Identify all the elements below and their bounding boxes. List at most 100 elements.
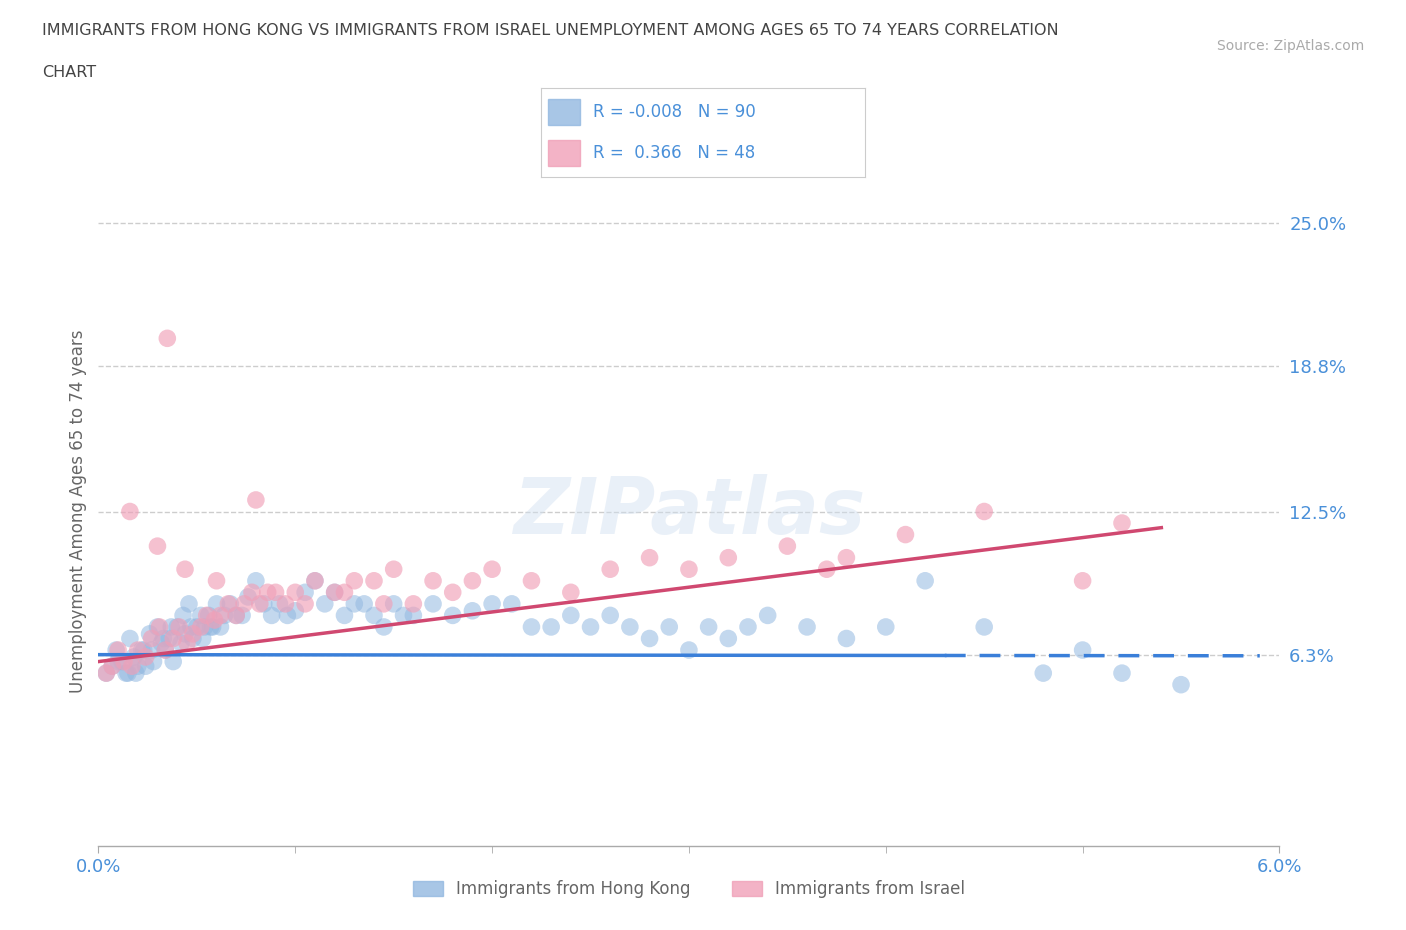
Point xyxy=(304,573,326,588)
Point xyxy=(304,573,326,588)
Point xyxy=(756,608,779,623)
Point xyxy=(174,627,197,642)
Point xyxy=(146,619,169,634)
Point xyxy=(200,619,222,634)
Point xyxy=(225,608,247,623)
Point xyxy=(152,631,174,646)
Point xyxy=(269,596,291,611)
Point xyxy=(373,596,395,611)
Point xyxy=(314,596,336,611)
Point xyxy=(190,608,212,623)
Point xyxy=(197,608,219,623)
Point xyxy=(122,649,145,664)
Point xyxy=(1071,573,1094,588)
Point xyxy=(253,596,276,611)
Point xyxy=(214,608,236,623)
Point xyxy=(382,562,405,577)
Y-axis label: Unemployment Among Ages 65 to 74 years: Unemployment Among Ages 65 to 74 years xyxy=(69,330,87,693)
Point xyxy=(481,562,503,577)
Point xyxy=(155,643,177,658)
Point xyxy=(101,658,124,673)
Point xyxy=(284,585,307,600)
Point xyxy=(579,619,602,634)
Point xyxy=(333,608,356,623)
Point xyxy=(217,596,239,611)
Point xyxy=(209,608,232,623)
Point xyxy=(323,585,346,600)
Point xyxy=(249,596,271,611)
FancyBboxPatch shape xyxy=(548,99,581,126)
Point xyxy=(240,585,263,600)
Point xyxy=(172,608,194,623)
Text: R = -0.008   N = 90: R = -0.008 N = 90 xyxy=(593,103,756,121)
Point xyxy=(363,573,385,588)
Point xyxy=(1071,643,1094,658)
Point xyxy=(796,619,818,634)
Text: Source: ZipAtlas.com: Source: ZipAtlas.com xyxy=(1216,39,1364,53)
Point xyxy=(638,551,661,565)
Point xyxy=(180,619,202,634)
Point xyxy=(481,596,503,611)
Point xyxy=(157,631,180,646)
FancyBboxPatch shape xyxy=(548,140,581,166)
Point xyxy=(107,643,129,658)
Point xyxy=(190,619,212,634)
Point xyxy=(201,619,224,634)
Point xyxy=(170,636,193,651)
Point xyxy=(117,666,139,681)
Point xyxy=(105,643,128,658)
Point xyxy=(177,596,200,611)
Point xyxy=(107,654,129,669)
Point xyxy=(138,627,160,642)
Point xyxy=(160,619,183,634)
Point xyxy=(914,573,936,588)
Point xyxy=(973,619,995,634)
Point xyxy=(142,654,165,669)
Point xyxy=(148,619,170,634)
Point xyxy=(174,562,197,577)
Point xyxy=(717,631,740,646)
Point xyxy=(875,619,897,634)
Point xyxy=(294,596,316,611)
Point xyxy=(520,573,543,588)
Point xyxy=(501,596,523,611)
Point xyxy=(256,585,278,600)
Point xyxy=(194,619,217,634)
Point xyxy=(619,619,641,634)
Point xyxy=(112,654,135,669)
Point xyxy=(219,596,242,611)
Point xyxy=(166,619,188,634)
Point xyxy=(776,538,799,553)
Point xyxy=(835,551,858,565)
Point xyxy=(96,666,118,681)
Point xyxy=(260,608,283,623)
Point xyxy=(132,643,155,658)
Point xyxy=(540,619,562,634)
Point xyxy=(195,608,218,623)
Point xyxy=(186,619,208,634)
Point xyxy=(461,573,484,588)
Point xyxy=(167,619,190,634)
Point xyxy=(343,573,366,588)
Point xyxy=(125,666,148,681)
Point xyxy=(204,613,226,628)
Point xyxy=(118,631,141,646)
Point xyxy=(155,643,177,658)
Point xyxy=(245,573,267,588)
Point xyxy=(231,608,253,623)
Text: ZIPatlas: ZIPatlas xyxy=(513,473,865,550)
Point xyxy=(461,604,484,618)
Point xyxy=(520,619,543,634)
Point xyxy=(276,608,298,623)
Point xyxy=(382,596,405,611)
Point xyxy=(1170,677,1192,692)
Point xyxy=(1111,515,1133,530)
Point xyxy=(127,658,149,673)
Point xyxy=(353,596,375,611)
Point xyxy=(638,631,661,646)
Point xyxy=(599,608,621,623)
Point xyxy=(115,666,138,681)
Point xyxy=(225,608,247,623)
Point xyxy=(101,658,124,673)
Point xyxy=(245,493,267,508)
